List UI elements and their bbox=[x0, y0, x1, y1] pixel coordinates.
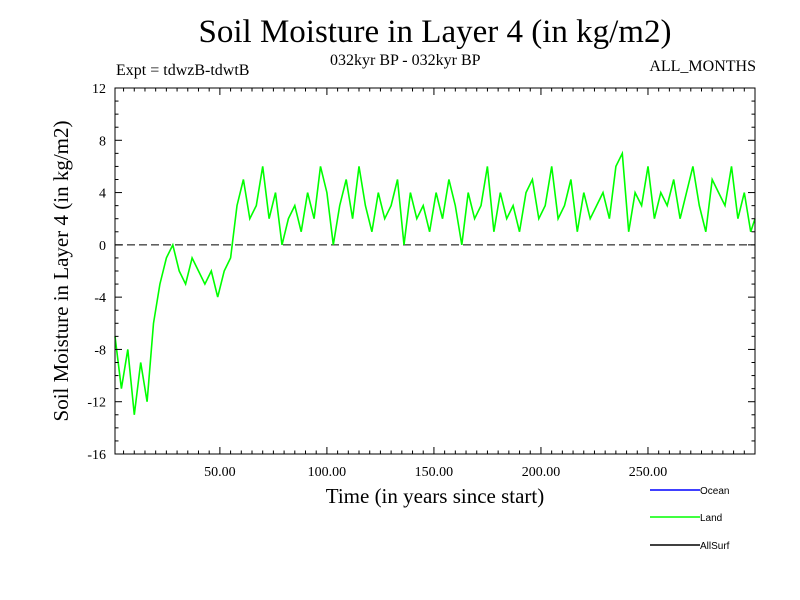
y-tick-label: 12 bbox=[92, 82, 106, 97]
y-tick-label: 4 bbox=[99, 187, 106, 202]
x-tick-label: 150.00 bbox=[415, 465, 454, 480]
series-layer bbox=[114, 150, 756, 415]
y-tick-label: 8 bbox=[99, 134, 106, 149]
y-tick-label: -16 bbox=[87, 448, 106, 463]
legend-label-land: Land bbox=[700, 513, 722, 524]
tick-label-layer: -16 -12 -8 -4 0 4 8 12 50.00 100.00 150.00 200.00 25… bbox=[87, 82, 667, 480]
chart-title: Soil Moisture in Layer 4 (in kg/m2) bbox=[198, 14, 672, 50]
y-tick-label: 0 bbox=[99, 239, 106, 254]
y-tick-label: -12 bbox=[87, 396, 106, 411]
legend-label-allsurf: AllSurf bbox=[700, 541, 730, 552]
x-tick-label: 250.00 bbox=[629, 465, 668, 480]
chart-subtitle: 032kyr BP - 032kyr BP bbox=[330, 52, 481, 69]
experiment-label: Expt = tdwzB-tdwtB bbox=[116, 62, 250, 79]
x-tick-label: 200.00 bbox=[522, 465, 561, 480]
months-label: ALL_MONTHS bbox=[649, 58, 756, 75]
y-tick-label: -8 bbox=[94, 343, 106, 358]
y-tick-label: -4 bbox=[94, 291, 106, 306]
legend: Ocean Land AllSurf bbox=[650, 486, 730, 552]
legend-label-ocean: Ocean bbox=[700, 486, 729, 497]
x-axis-title: Time (in years since start) bbox=[326, 484, 545, 508]
series-line-land bbox=[114, 150, 756, 415]
x-tick-label: 100.00 bbox=[308, 465, 347, 480]
tick-layer bbox=[115, 87, 756, 455]
y-axis-title: Soil Moisture in Layer 4 (in kg/m2) bbox=[49, 121, 73, 422]
x-tick-label: 50.00 bbox=[204, 465, 236, 480]
